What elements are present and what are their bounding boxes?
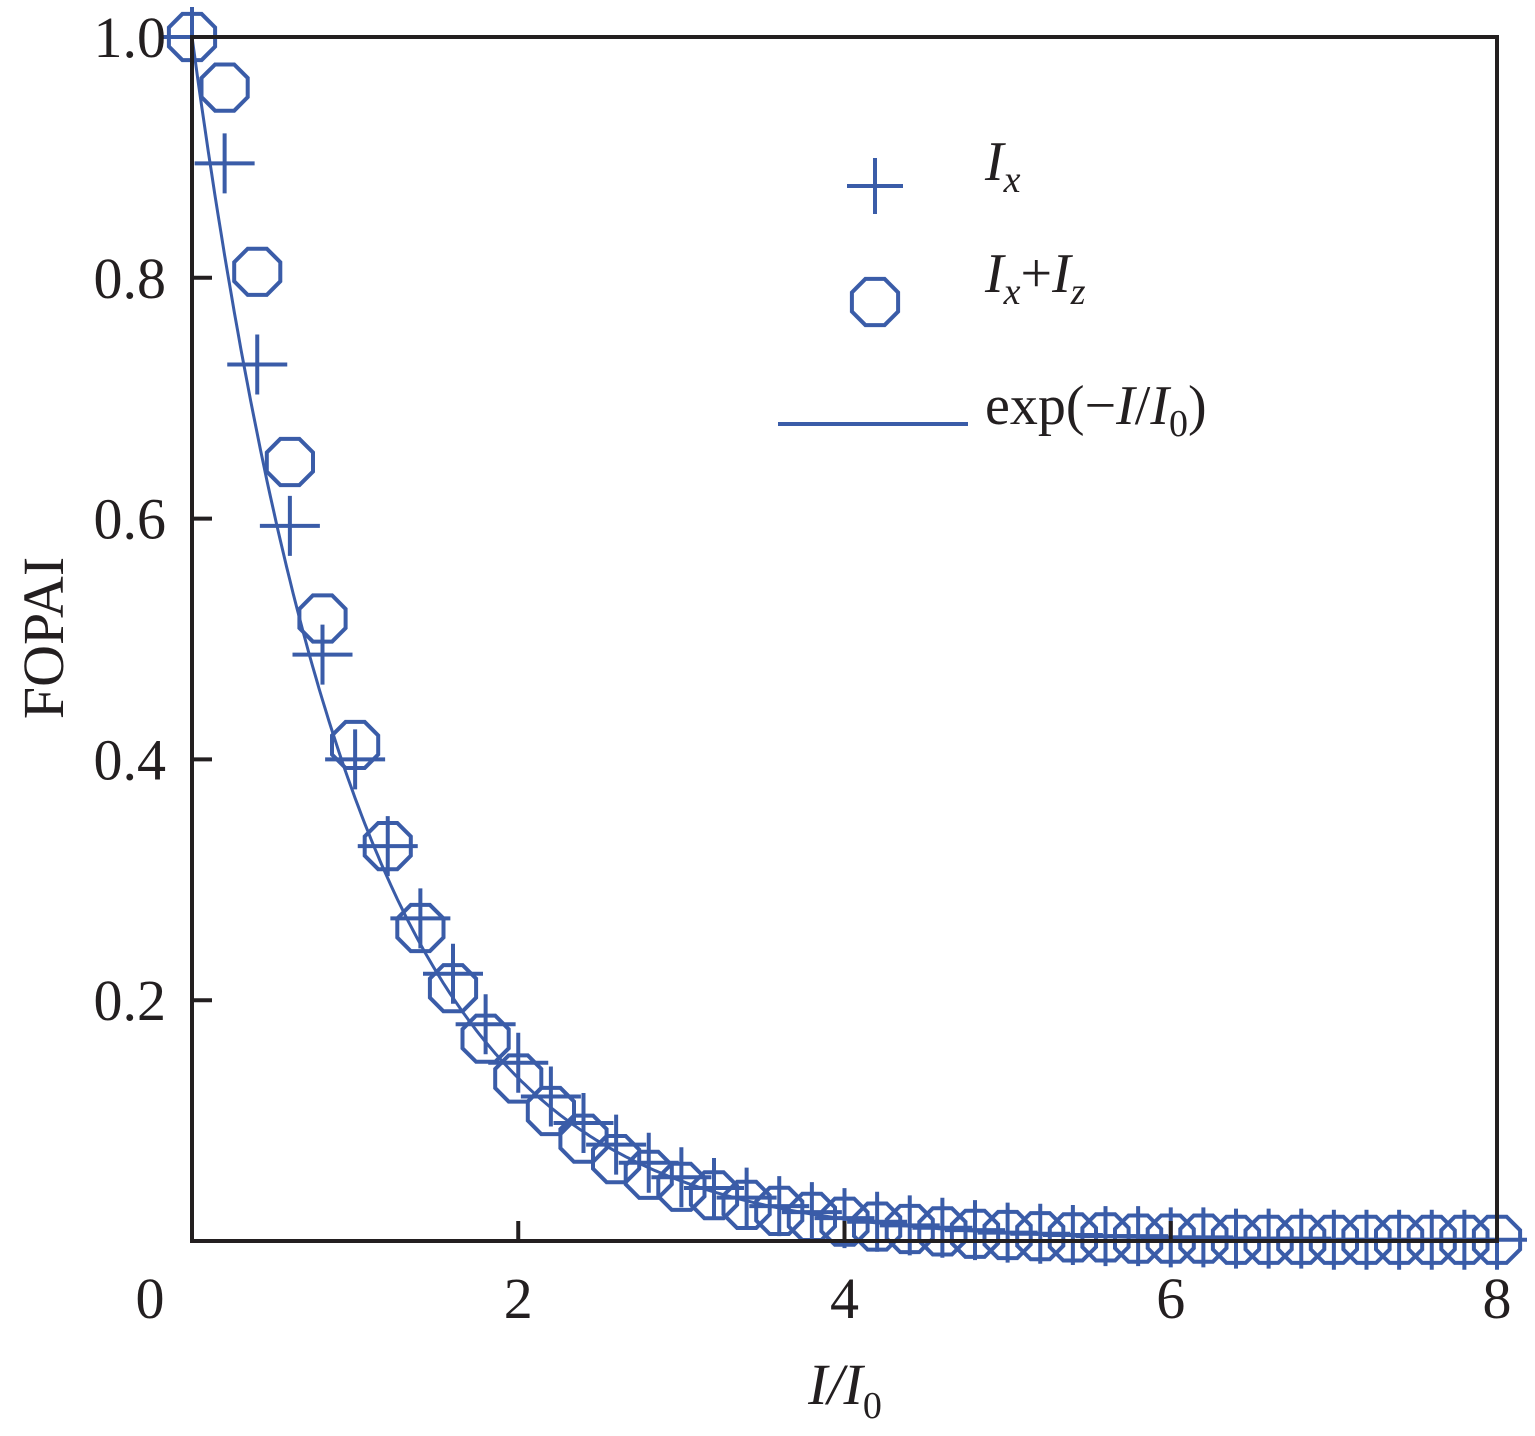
point-ix-iz	[1439, 1214, 1490, 1265]
point-ix-iz	[1341, 1214, 1392, 1265]
plot-frame-layer	[190, 35, 1499, 1243]
fit-curve-layer	[190, 36, 1497, 1243]
point-ix	[259, 495, 320, 556]
point-ix	[423, 943, 483, 1004]
point-ix-iz	[264, 436, 315, 488]
point-ix-iz	[1145, 1213, 1196, 1264]
x-tick-label: 6	[1156, 1266, 1185, 1331]
legend-label-exp: exp(−I/I0)	[985, 375, 1207, 445]
ticks-layer: 0 2 4 6 8 0.2 0.4 0.6 0.8 1.0	[94, 5, 1512, 1331]
y-tick-label: 0.6	[94, 487, 167, 552]
legend-circle-marker	[849, 276, 901, 328]
legend-circle-symbol	[849, 276, 901, 328]
point-ix-iz	[982, 1209, 1033, 1261]
point-ix-iz	[232, 246, 283, 297]
point-ix	[390, 888, 451, 949]
point-ix	[684, 1158, 744, 1219]
point-ix	[781, 1182, 842, 1243]
point-ix	[455, 994, 516, 1055]
point-ix-iz	[166, 11, 218, 63]
plot-frame	[190, 35, 1499, 1243]
point-ix	[194, 133, 255, 194]
point-ix	[749, 1176, 810, 1237]
point-ix-iz	[623, 1149, 674, 1200]
x-tick-label: 8	[1483, 1266, 1512, 1331]
point-ix-iz	[1308, 1214, 1359, 1265]
point-ix	[716, 1167, 777, 1228]
legend: Ix Ix+Iz exp(−I/I0)	[778, 131, 1207, 445]
x-tick-label: 2	[504, 1266, 533, 1331]
point-ix-iz	[1374, 1214, 1425, 1265]
legend-label-ix-iz: Ix+Iz	[984, 243, 1086, 313]
fit-line-exp	[190, 36, 1497, 1243]
legend-plus-symbol	[847, 158, 903, 214]
point-ix	[553, 1093, 614, 1154]
x-tick-label: 0	[136, 1266, 165, 1331]
point-ix-iz	[1471, 1214, 1523, 1265]
point-ix-iz	[1178, 1213, 1229, 1264]
point-ix	[227, 334, 288, 395]
point-ix-iz	[297, 593, 348, 644]
point-ix-iz	[1243, 1214, 1294, 1265]
y-tick-label: 1.0	[94, 5, 167, 70]
point-ix	[586, 1114, 647, 1175]
point-ix-iz	[330, 719, 381, 770]
point-ix-iz	[949, 1208, 1001, 1259]
y-tick-label: 0.4	[94, 727, 167, 792]
point-ix-iz	[362, 821, 413, 872]
point-ix-iz	[1276, 1214, 1327, 1265]
legend-label-ix: Ix	[984, 131, 1021, 201]
y-tick-label: 0.2	[94, 968, 167, 1033]
point-ix-iz	[1047, 1212, 1098, 1263]
point-ix	[912, 1197, 973, 1258]
point-ix-iz	[199, 62, 250, 113]
point-ix	[520, 1066, 581, 1127]
point-ix	[357, 816, 418, 877]
y-axis-label: FOPAI	[11, 557, 76, 719]
point-ix	[488, 1032, 549, 1093]
x-axis-label: I/I0	[807, 1352, 882, 1427]
legend-plus-marker	[847, 158, 903, 214]
point-ix	[618, 1132, 679, 1193]
point-ix-iz	[1406, 1214, 1457, 1265]
point-ix	[292, 624, 353, 685]
point-ix	[651, 1147, 712, 1208]
y-tick-label: 0.8	[94, 246, 167, 311]
point-ix	[325, 729, 386, 790]
point-ix-iz	[1015, 1211, 1066, 1262]
point-ix	[945, 1200, 1005, 1261]
point-ix-iz	[688, 1170, 740, 1221]
point-ix-iz	[1210, 1214, 1262, 1265]
markers-layer	[162, 7, 1527, 1270]
point-ix-iz	[1113, 1213, 1164, 1264]
point-ix-iz	[1080, 1212, 1131, 1263]
x-tick-label: 4	[830, 1266, 859, 1331]
point-ix	[879, 1195, 940, 1256]
